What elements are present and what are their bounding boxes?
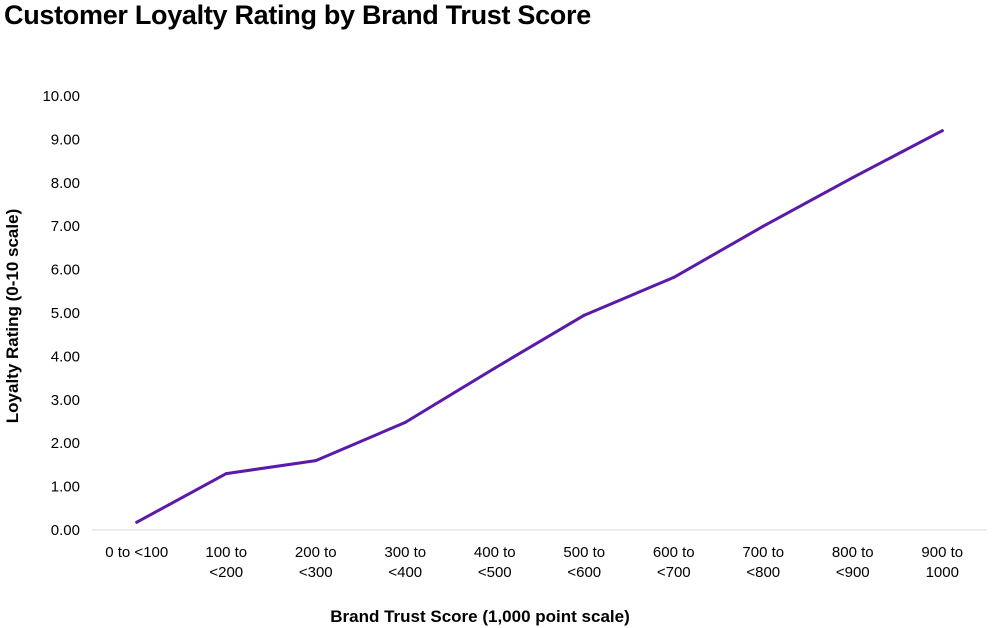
y-tick-label: 2.00: [51, 435, 80, 452]
data-point: [761, 224, 765, 228]
data-point: [940, 129, 944, 133]
series-line: [135, 129, 944, 524]
data-point: [314, 459, 318, 463]
data-point: [224, 472, 228, 476]
x-tick-label: 900 to 1000: [921, 544, 963, 581]
data-point: [582, 313, 586, 317]
y-tick-label: 7.00: [51, 218, 80, 235]
data-points: [135, 129, 944, 524]
x-tick-label: 0 to <100: [105, 544, 168, 561]
y-axis-title: Loyalty Rating (0-10 scale): [3, 209, 22, 423]
data-point: [851, 176, 855, 180]
y-axis-tick-labels: 0.00 1.00 2.00 3.00 4.00 5.00 6.00 7.00 8.00 9.00…: [42, 88, 80, 539]
data-point: [135, 520, 139, 524]
x-axis-tick-labels: 0 to <100 100 to <200 200 to <300 300 to <400 4…: [105, 544, 963, 581]
y-tick-label: 9.00: [51, 131, 80, 148]
data-point: [672, 275, 676, 279]
y-tick-label: 6.00: [51, 262, 80, 279]
x-tick-label: 800 to <900: [832, 544, 874, 581]
data-point: [493, 366, 497, 370]
y-tick-label: 0.00: [51, 522, 80, 539]
y-tick-label: 4.00: [51, 348, 80, 365]
x-tick-label: 100 to <200: [205, 544, 247, 581]
data-point: [403, 420, 407, 424]
x-tick-label: 300 to <400: [384, 544, 426, 581]
x-tick-label: 500 to <600: [563, 544, 605, 581]
x-tick-label: 200 to <300: [295, 544, 337, 581]
y-tick-label: 10.00: [42, 88, 80, 105]
x-tick-label: 700 to <800: [742, 544, 784, 581]
x-tick-label: 400 to <500: [474, 544, 516, 581]
chart-title: Customer Loyalty Rating by Brand Trust S…: [4, 0, 591, 30]
y-tick-label: 1.00: [51, 479, 80, 496]
x-axis-title: Brand Trust Score (1,000 point scale): [330, 607, 629, 626]
y-tick-label: 5.00: [51, 305, 80, 322]
y-tick-label: 3.00: [51, 392, 80, 409]
x-tick-label: 600 to <700: [653, 544, 695, 581]
y-tick-label: 8.00: [51, 175, 80, 192]
